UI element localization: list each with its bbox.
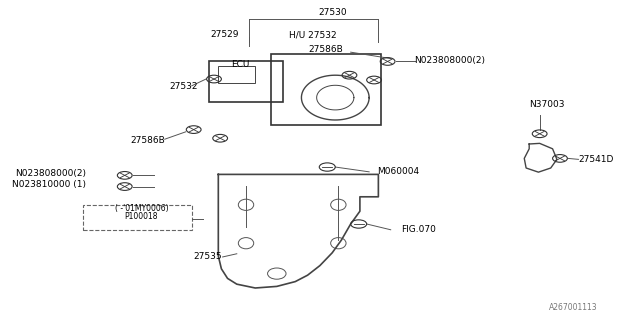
Text: FIG.070: FIG.070 [401,225,436,234]
Text: 27535: 27535 [193,252,222,261]
Text: N37003: N37003 [529,100,564,109]
Text: M060004: M060004 [378,167,420,176]
Text: 27541D: 27541D [578,155,613,164]
Text: 27532: 27532 [169,82,198,91]
Text: ECU: ECU [230,60,249,68]
Text: 27586B: 27586B [130,136,165,145]
Bar [218,66,255,83]
Text: ( -'01MY0006): ( -'01MY0006) [115,204,168,212]
Text: N023808000(2): N023808000(2) [413,56,484,65]
Bar [271,54,381,125]
Text: 27530: 27530 [318,8,346,17]
Text: N023810000 (1): N023810000 (1) [12,180,86,189]
Text: P100018: P100018 [125,212,158,220]
Text: N023808000(2): N023808000(2) [15,169,86,178]
Bar [209,61,283,102]
Text: 27586B: 27586B [308,45,344,54]
Text: H/U 27532: H/U 27532 [289,30,336,39]
Bar [83,205,193,230]
Text: A267001113: A267001113 [549,303,598,312]
Text: 27529: 27529 [210,30,239,39]
